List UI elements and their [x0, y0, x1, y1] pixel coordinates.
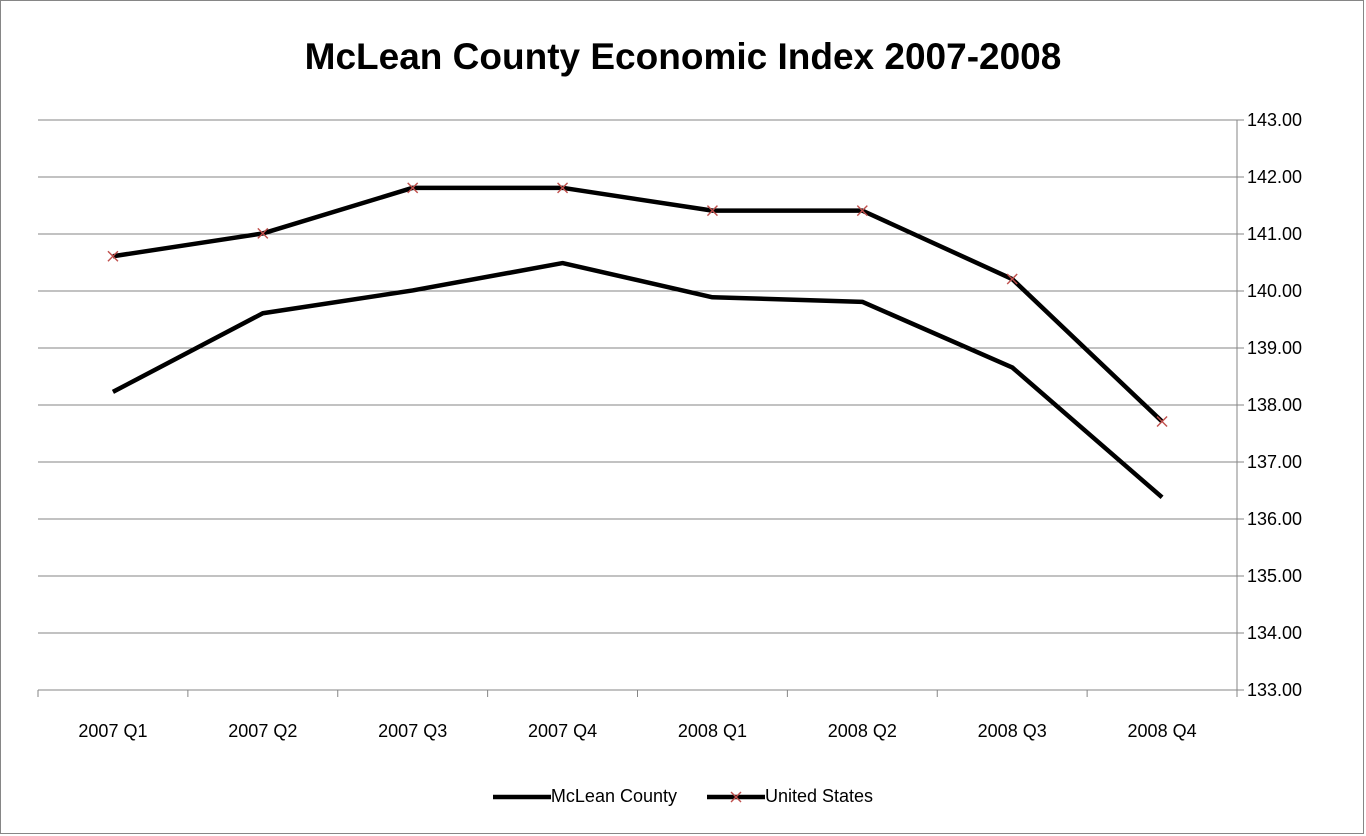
legend-swatch: [492, 794, 551, 799]
legend-item: United States: [707, 786, 873, 807]
chart-title: McLean County Economic Index 2007-2008: [304, 36, 1062, 77]
marker-stroke: [856, 205, 868, 217]
y-tick-label: 135.00: [1247, 566, 1302, 586]
y-tick-label: 139.00: [1247, 338, 1302, 358]
y-tick-label: 136.00: [1247, 509, 1302, 529]
data-point-marker: [257, 227, 269, 239]
y-tick-label: 143.00: [1247, 110, 1302, 130]
marker-stroke: [257, 227, 269, 239]
data-point-marker: [107, 250, 119, 262]
legend-swatch: [707, 791, 765, 802]
series-line-2: [112, 185, 1164, 424]
marker-stroke: [1156, 416, 1168, 428]
marker-stroke: [557, 182, 569, 194]
x-tick-label: 2007 Q2: [228, 721, 297, 741]
legend: McLean County United States: [0, 786, 1366, 807]
marker-stroke: [1006, 273, 1018, 285]
x-tick-label: 2007 Q3: [378, 721, 447, 741]
legend-item: McLean County: [492, 786, 677, 807]
y-tick-label: 134.00: [1247, 623, 1302, 643]
x-tick-label: 2008 Q4: [1128, 721, 1197, 741]
series-line-1: [111, 260, 1164, 500]
y-tick-label: 141.00: [1247, 224, 1302, 244]
y-tick-label: 137.00: [1247, 452, 1302, 472]
data-point-marker: [1156, 416, 1168, 428]
data-point-marker: [407, 182, 419, 194]
data-point-marker: [557, 182, 569, 194]
x-tick-label: 2008 Q3: [978, 721, 1047, 741]
marker-stroke: [706, 205, 718, 217]
marker-stroke: [407, 182, 419, 194]
x-tick-label: 2007 Q4: [528, 721, 597, 741]
legend-label: McLean County: [550, 786, 677, 806]
y-tick-label: 133.00: [1247, 680, 1302, 700]
x-tick-label: 2007 Q1: [78, 721, 147, 741]
marker-stroke: [107, 250, 119, 262]
data-point-marker: [706, 205, 718, 217]
data-point-marker: [1006, 273, 1018, 285]
x-tick-label: 2008 Q1: [678, 721, 747, 741]
legend-marker: [730, 791, 742, 802]
x-tick-label: 2008 Q2: [828, 721, 897, 741]
y-tick-label: 138.00: [1247, 395, 1302, 415]
legend-label: United States: [765, 786, 874, 806]
data-point-marker: [856, 205, 868, 217]
y-tick-label: 142.00: [1247, 167, 1302, 187]
y-tick-label: 140.00: [1247, 281, 1302, 301]
